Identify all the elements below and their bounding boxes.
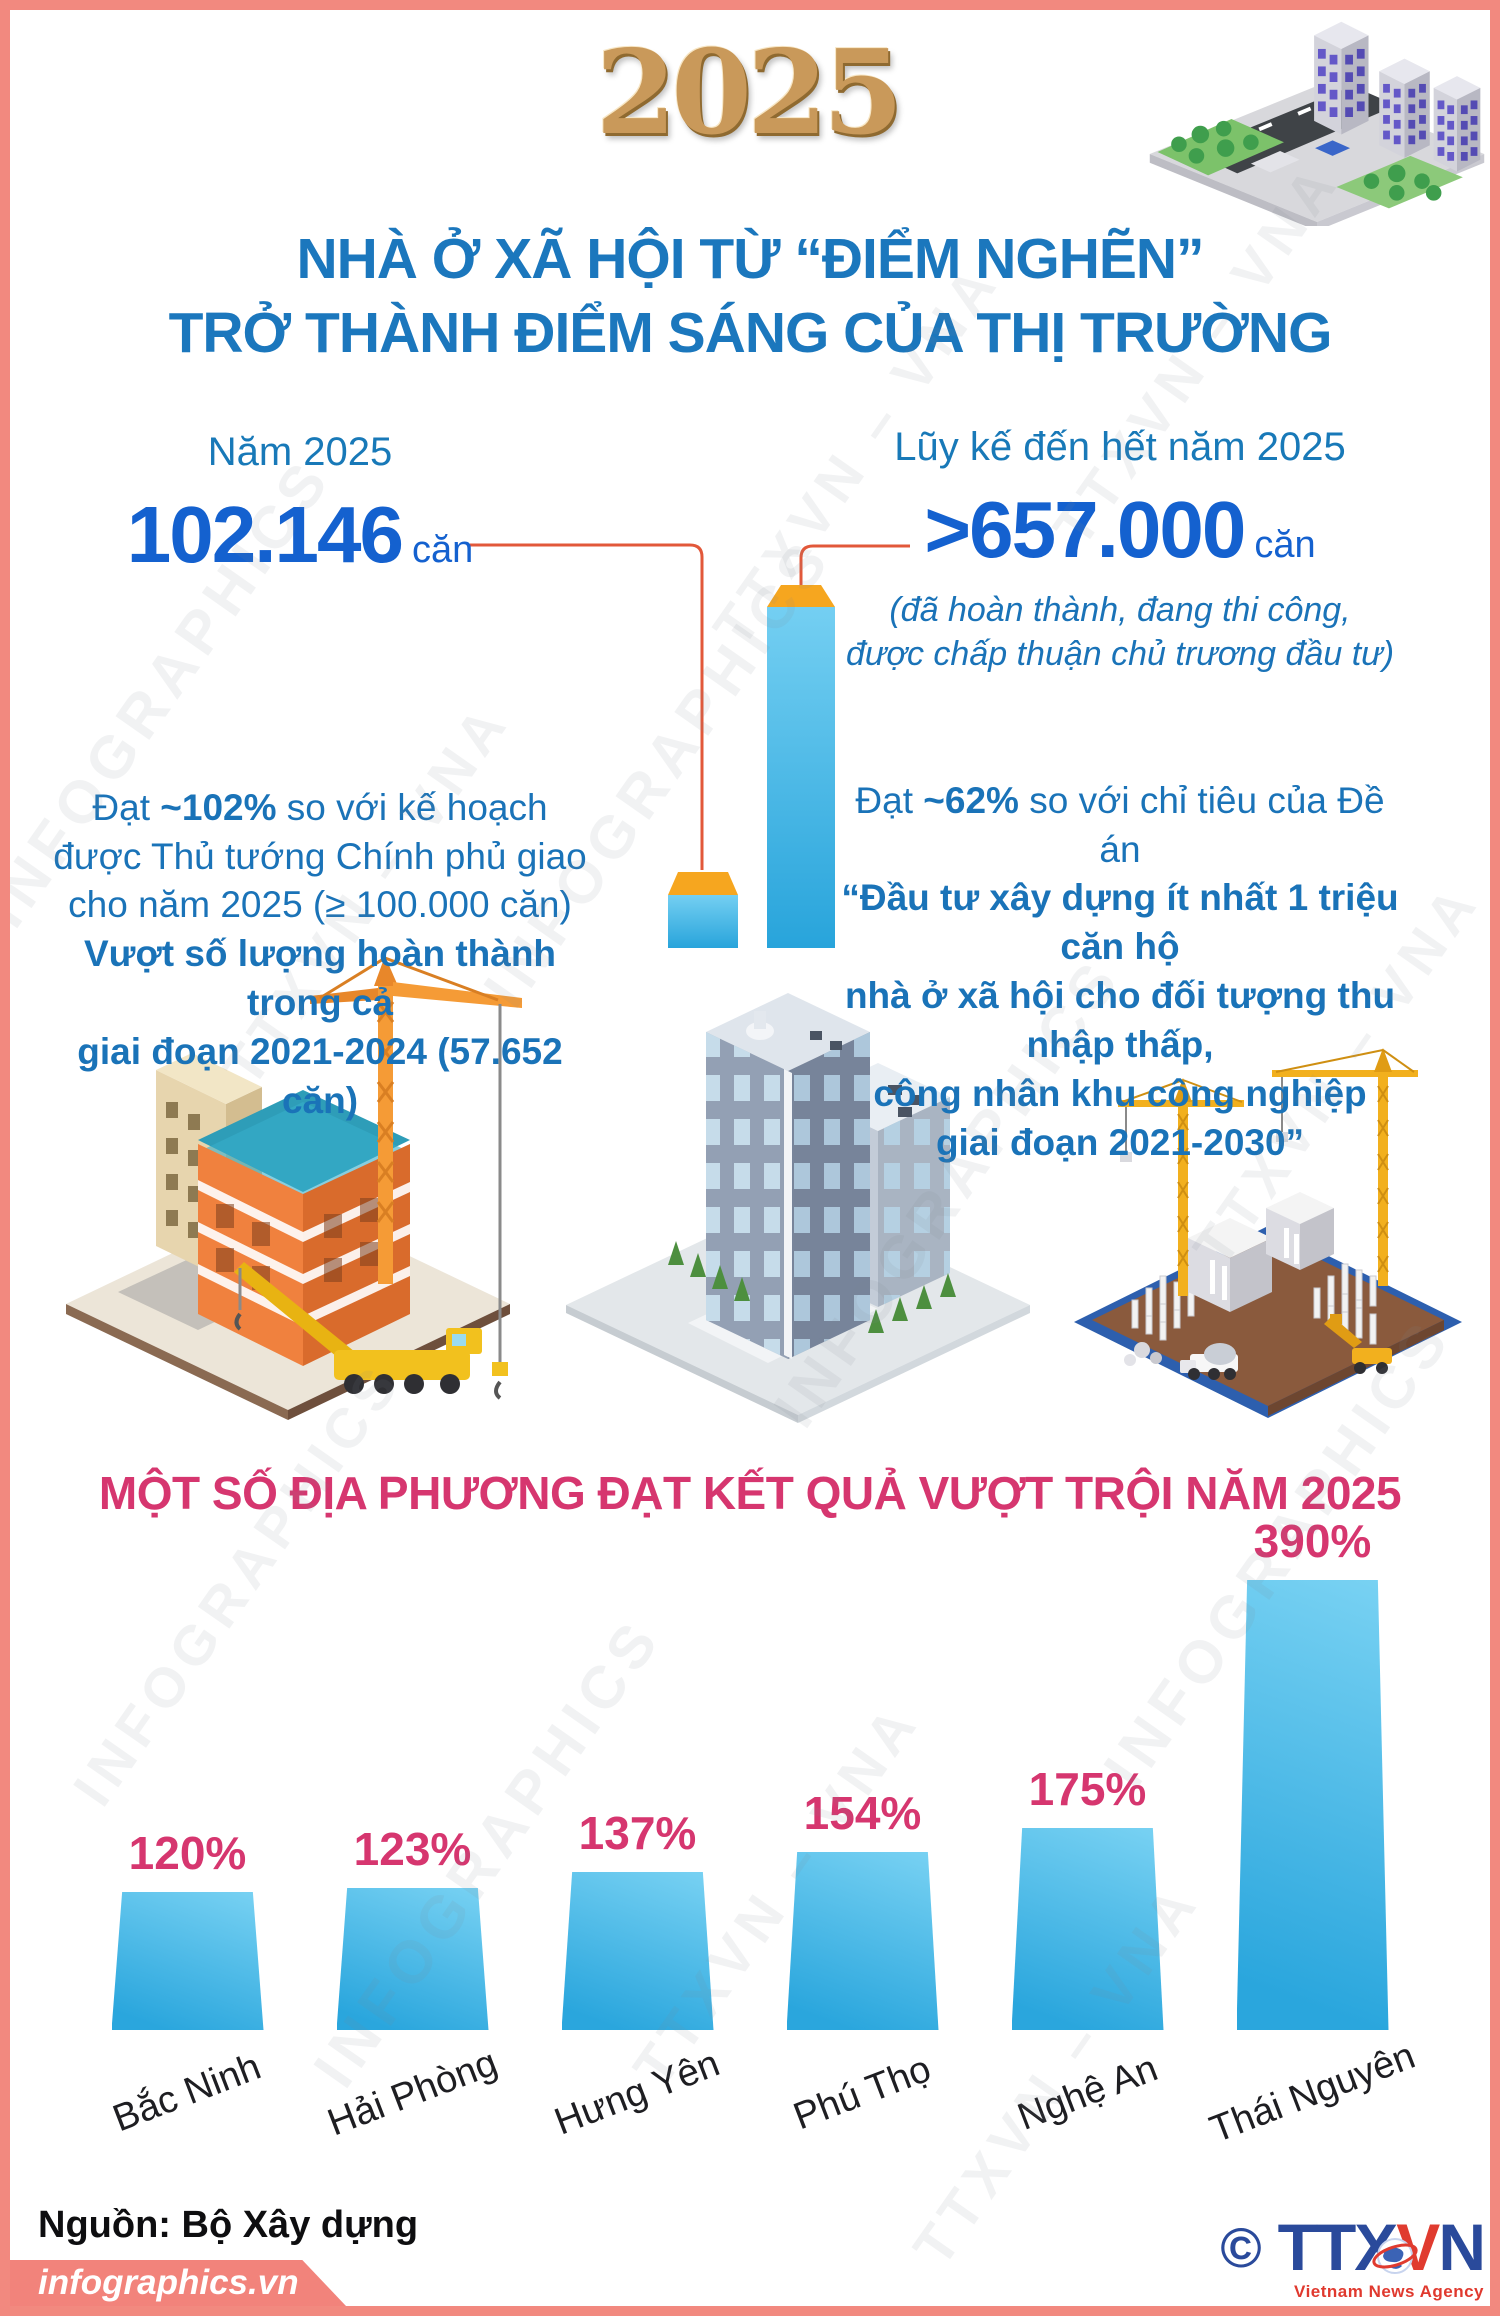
desc-right-prefix: Đạt [855, 779, 924, 821]
province-bar [1011, 1828, 1164, 2030]
tower-1 [1314, 21, 1369, 135]
tower-2 [1379, 58, 1430, 158]
page-title-line2: TRỞ THÀNH ĐIỂM SÁNG CỦA THỊ TRƯỜNG [168, 301, 1333, 366]
province-bar-item: 137% [525, 1552, 750, 2030]
connector-right [799, 544, 910, 586]
agency-subtitle: Vietnam News Agency [1294, 2281, 1484, 2301]
trees-row [668, 1241, 956, 1333]
province-bar-chart: 120% 123% 137% 154% 175% 390% [75, 1515, 1425, 2030]
province-label-wrap: Bắc Ninh [75, 2038, 300, 2140]
mini-comparison-chart [470, 543, 910, 948]
stat-right-note: (đã hoàn thành, đang thi công, được chấp… [845, 591, 1395, 674]
logo-v: V [1372, 2214, 1440, 2280]
ttxvn-logo: © TTX V N Vietnam News Agency [1220, 2210, 1486, 2302]
site-crane-right [1272, 1048, 1418, 1286]
desc-right-rest: so với chỉ tiêu của Đề án [1018, 779, 1385, 870]
city-block-illustration [1149, 21, 1485, 226]
page-title-line1: NHÀ Ở XÃ HỘI TỪ “ĐIỂM NGHẼN” [296, 227, 1204, 291]
desc-left-rest: so với kế hoạch được Thủ tướng Chính phủ… [53, 786, 587, 926]
concrete-structures [1188, 1192, 1334, 1312]
desc-left-strong: ~102% [160, 786, 277, 828]
bar-value-label: 390% [1253, 1515, 1372, 1567]
province-bar [1236, 1580, 1389, 2030]
province-bar-item: 154% [750, 1552, 975, 2030]
mobile-crane [234, 1262, 482, 1394]
site-vehicles [1124, 1314, 1392, 1380]
construction-building-illustration [66, 956, 522, 1420]
tower-3 [1433, 76, 1481, 172]
province-bar-item: 175% [975, 1552, 1200, 2030]
tall-bar-cap [767, 585, 835, 607]
desc-right-strong: ~62% [923, 779, 1019, 821]
desc-right: Đạt ~62% so với chỉ tiêu của Đề án “Đầu … [840, 728, 1400, 1216]
infographics-banner: infographics.vn [10, 2260, 346, 2306]
desc-left-bold: Vượt số lượng hoàn thành trong cả giai đ… [77, 933, 563, 1121]
province-label: Phú Thọ [788, 2047, 937, 2139]
desc-left: Đạt ~102% so với kế hoạch được Thủ tướng… [35, 735, 605, 1174]
province-bar [336, 1888, 489, 2030]
province-label-wrap: Thái Nguyên [1200, 2035, 1425, 2151]
bar-value-label: 120% [128, 1827, 247, 1879]
province-bar-item: 120% [75, 1552, 300, 2030]
province-bar-item: 123% [300, 1552, 525, 2030]
year-3d-gold-text: 2025 [595, 25, 904, 161]
province-label-wrap: Phú Thọ [750, 2038, 975, 2138]
province-bar [111, 1892, 264, 2030]
globe-icon [1372, 2238, 1418, 2274]
province-label: Bắc Ninh [107, 2045, 267, 2141]
desc-left-prefix: Đạt [92, 786, 161, 828]
bar-value-label: 123% [353, 1823, 472, 1875]
stat-right-unit: căn [1254, 524, 1316, 566]
stat-left-value: 102.146 [126, 490, 404, 579]
stat-left-unit: căn [411, 529, 474, 571]
bar-value-label: 137% [578, 1807, 697, 1859]
province-label: Thái Nguyên [1204, 2034, 1421, 2152]
stat-left-label: Năm 2025 [207, 430, 393, 474]
stat-year-2025: Năm 2025 102.146 căn [45, 430, 555, 581]
stat-right-label: Lũy kế đến hết năm 2025 [894, 425, 1346, 469]
copyright-icon: © [1220, 2216, 1262, 2279]
province-bar [786, 1852, 939, 2030]
infographics-site-label: infographics.vn [38, 2263, 299, 2302]
province-bar-item: 390% [1200, 1515, 1425, 2030]
bar-value-label: 175% [1028, 1763, 1147, 1815]
stat-cumulative: Lũy kế đến hết năm 2025 >657.000 căn (đã … [845, 425, 1395, 676]
main-tower [706, 993, 870, 1359]
trees [1171, 120, 1442, 201]
tall-bar [767, 607, 835, 948]
site-crane-left [1118, 1078, 1244, 1296]
logo-ttx: TTX [1277, 2210, 1399, 2284]
source-note: Nguồn: Bộ Xây dựng [38, 2204, 419, 2246]
construction-site-illustration [1074, 1048, 1462, 1418]
logo-n: N [1438, 2210, 1486, 2284]
desc-right-bold: “Đầu tư xây dựng ít nhất 1 triệu căn hộ … [841, 877, 1399, 1163]
connector-left [470, 543, 704, 870]
small-bar-cap [668, 872, 738, 895]
page-title: NHÀ Ở XÃ HỘI TỪ “ĐIỂM NGHẼN” TRỞ THÀNH Đ… [40, 222, 1460, 370]
stat-right-value: >657.000 [924, 485, 1246, 574]
apartment-building-illustration [566, 993, 1030, 1423]
bar-value-label: 154% [803, 1787, 922, 1839]
province-labels-row: Bắc Ninh Hải Phòng Hưng Yên Phú Thọ Nghệ An T… [75, 2035, 1425, 2151]
tower-crane [310, 956, 522, 1400]
small-bar [668, 895, 738, 948]
section-title: MỘT SỐ ĐỊA PHƯƠNG ĐẠT KẾT QUẢ VƯỢT TRỘI … [98, 1467, 1402, 1519]
foundation-piles [1131, 1263, 1377, 1345]
province-bar [561, 1872, 714, 2030]
